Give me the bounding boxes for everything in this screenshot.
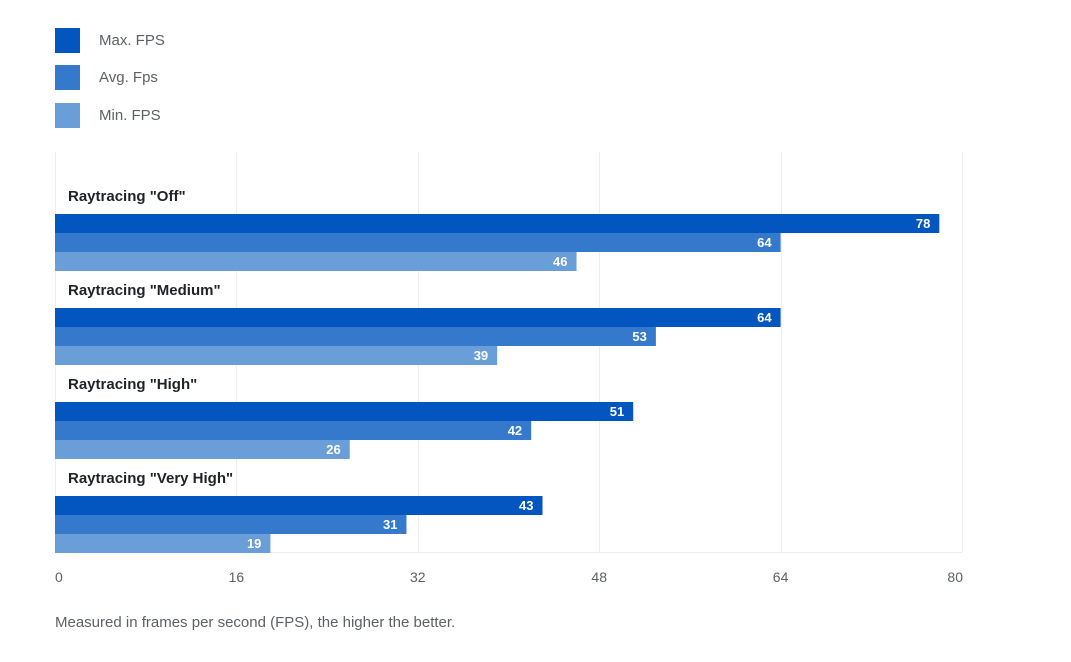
legend-swatch-avg-fps	[55, 64, 80, 90]
legend-swatch-max-fps	[55, 27, 80, 53]
bar-max-fps	[55, 214, 940, 233]
bar-min-fps	[55, 252, 577, 271]
x-tick-label-0: 0	[55, 569, 63, 585]
chart-caption: Measured in frames per second (FPS), the…	[55, 614, 456, 631]
data-label-min-fps: 26	[326, 442, 340, 457]
legend-label-max-fps: Max. FPS	[99, 31, 165, 49]
data-label-avg-fps: 64	[757, 235, 772, 250]
x-tick-label-80: 80	[947, 569, 963, 585]
bar-min-fps	[55, 440, 350, 459]
legend-label-avg-fps: Avg. Fps	[99, 68, 158, 86]
data-label-min-fps: 46	[553, 254, 567, 269]
data-label-avg-fps: 42	[508, 423, 522, 438]
legend-label-min-fps: Min. FPS	[99, 106, 161, 124]
bar-max-fps	[55, 308, 781, 327]
bar-max-fps	[55, 402, 634, 421]
category-label: Raytracing "Off"	[68, 188, 186, 205]
data-label-avg-fps: 31	[383, 517, 397, 532]
bar-avg-fps	[55, 233, 781, 252]
data-label-max-fps: 51	[610, 404, 624, 419]
bar-min-fps	[55, 534, 271, 553]
x-tick-label-32: 32	[410, 569, 426, 585]
data-label-max-fps: 78	[916, 216, 930, 231]
x-tick-label-48: 48	[591, 569, 607, 585]
category-label: Raytracing "Medium"	[68, 282, 221, 299]
bar-avg-fps	[55, 421, 532, 440]
x-tick-label-16: 16	[229, 569, 245, 585]
category-label: Raytracing "Very High"	[68, 470, 233, 487]
bar-min-fps	[55, 346, 498, 365]
x-tick-label-64: 64	[773, 569, 789, 585]
legend-swatch-min-fps	[55, 102, 80, 128]
bar-avg-fps	[55, 327, 656, 346]
data-label-min-fps: 39	[474, 348, 488, 363]
legend-item-min-fps: Min. FPS	[55, 102, 255, 128]
data-label-max-fps: 43	[519, 498, 533, 513]
bar-avg-fps	[55, 515, 407, 534]
category-label: Raytracing "High"	[68, 376, 197, 393]
data-label-max-fps: 64	[757, 310, 772, 325]
bar-max-fps	[55, 496, 543, 515]
legend-item-avg-fps: Avg. Fps	[55, 64, 255, 90]
data-label-min-fps: 19	[247, 536, 261, 551]
data-label-avg-fps: 53	[632, 329, 646, 344]
legend-item-max-fps: Max. FPS	[55, 27, 255, 53]
